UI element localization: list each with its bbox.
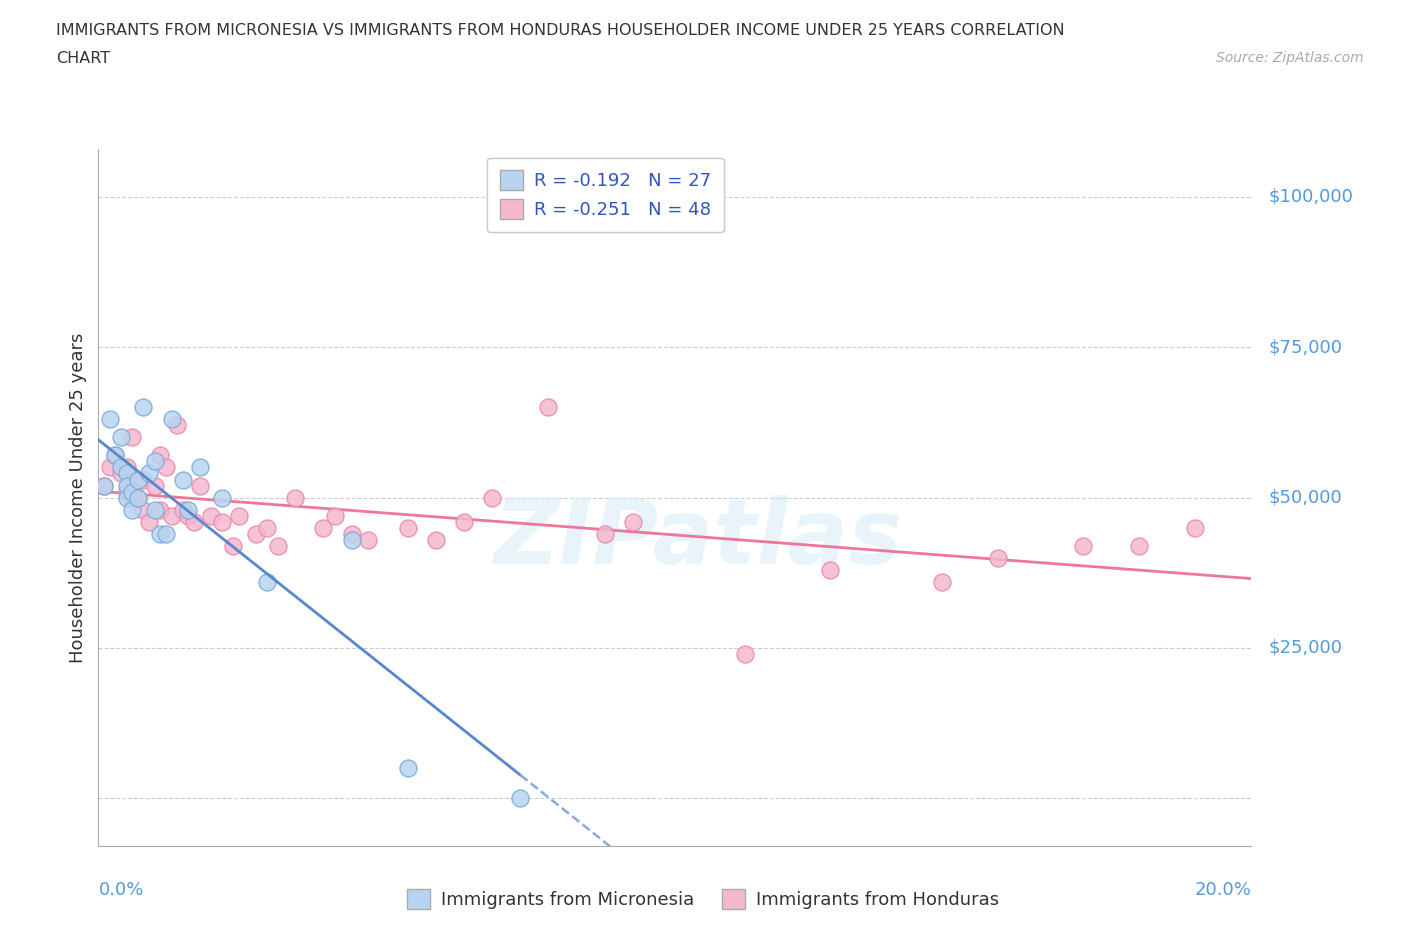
Point [155,526,177,541]
Text: $75,000: $75,000 [1268,339,1343,356]
Point [115,485,138,499]
Point [1128,538,1150,553]
Point [149,526,172,541]
Legend: R = -0.192   N = 27, R = -0.251   N = 48: R = -0.192 N = 27, R = -0.251 N = 48 [488,158,724,232]
Point [312,520,335,535]
Text: 0.0%: 0.0% [98,882,143,899]
Point [1071,538,1094,553]
Point [104,448,127,463]
Point [132,400,155,415]
Point [621,514,644,529]
Text: CHART: CHART [56,51,110,66]
Point [149,448,172,463]
Point [160,508,183,523]
Point [98,412,121,427]
Y-axis label: Householder Income Under 25 years: Householder Income Under 25 years [69,332,87,663]
Point [222,538,245,553]
Point [177,502,200,517]
Point [537,400,560,415]
Point [121,485,143,499]
Legend: Immigrants from Micronesia, Immigrants from Honduras: Immigrants from Micronesia, Immigrants f… [399,882,1007,916]
Point [267,538,290,553]
Text: $25,000: $25,000 [1268,639,1343,657]
Point [115,478,138,493]
Point [211,514,233,529]
Point [172,472,194,487]
Point [155,460,177,475]
Point [481,490,503,505]
Point [1184,520,1206,535]
Point [104,448,127,463]
Point [593,526,616,541]
Point [396,520,419,535]
Text: 20.0%: 20.0% [1195,882,1251,899]
Point [734,646,756,661]
Point [340,532,363,547]
Point [93,478,115,493]
Point [256,575,278,590]
Point [177,508,200,523]
Point [357,532,380,547]
Point [188,478,211,493]
Point [110,430,132,445]
Point [98,460,121,475]
Point [132,502,155,517]
Point [110,466,132,481]
Point [284,490,307,505]
Point [121,490,143,505]
Point [138,466,160,481]
Point [138,514,160,529]
Point [228,508,250,523]
Point [127,490,149,505]
Point [188,460,211,475]
Point [160,412,183,427]
Point [110,460,132,475]
Point [143,478,166,493]
Text: $50,000: $50,000 [1268,488,1343,507]
Point [200,508,222,523]
Point [987,551,1010,565]
Point [166,418,188,432]
Point [127,472,149,487]
Point [115,490,138,505]
Point [143,502,166,517]
Point [396,761,419,776]
Point [172,502,194,517]
Point [425,532,447,547]
Point [931,575,953,590]
Text: $100,000: $100,000 [1268,188,1354,206]
Point [183,514,205,529]
Point [121,502,143,517]
Text: IMMIGRANTS FROM MICRONESIA VS IMMIGRANTS FROM HONDURAS HOUSEHOLDER INCOME UNDER : IMMIGRANTS FROM MICRONESIA VS IMMIGRANTS… [56,23,1064,38]
Point [149,502,172,517]
Text: ZIPatlas: ZIPatlas [494,496,903,583]
Point [115,466,138,481]
Point [93,478,115,493]
Text: Source: ZipAtlas.com: Source: ZipAtlas.com [1216,51,1364,65]
Point [453,514,475,529]
Point [323,508,346,523]
Point [256,520,278,535]
Point [115,460,138,475]
Point [143,454,166,469]
Point [132,472,155,487]
Point [211,490,233,505]
Point [245,526,267,541]
Point [121,430,143,445]
Point [509,790,531,805]
Point [818,563,841,578]
Point [127,490,149,505]
Point [340,526,363,541]
